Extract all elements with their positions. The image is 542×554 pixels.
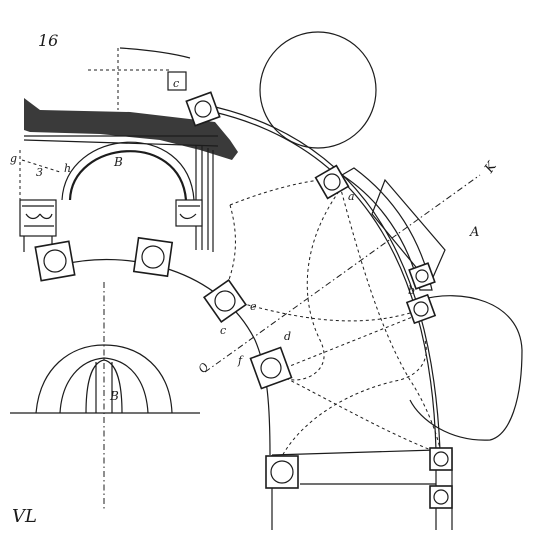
axis-OK xyxy=(204,174,481,373)
signature-mark: VL xyxy=(12,506,37,527)
arch-curve xyxy=(68,150,188,201)
pier xyxy=(408,262,436,290)
right-capital xyxy=(175,199,203,227)
pier xyxy=(314,164,350,200)
label-d: d xyxy=(284,330,291,343)
label-c-left: c xyxy=(220,324,226,337)
pier xyxy=(185,91,221,127)
label-B-arch: B xyxy=(113,155,123,169)
pier xyxy=(429,485,453,509)
label-b: b xyxy=(408,284,415,297)
figure-number: 16 xyxy=(38,31,58,50)
label-O: O xyxy=(196,360,212,375)
dashed-ribs xyxy=(219,177,441,461)
pier xyxy=(249,346,293,390)
piers xyxy=(34,91,453,509)
pier xyxy=(34,240,76,282)
label-f: f xyxy=(237,354,244,367)
arch-elevation xyxy=(19,47,238,252)
label-K: K xyxy=(481,158,500,176)
label-3: 3 xyxy=(36,166,43,179)
band-ab xyxy=(340,167,433,291)
label-h: h xyxy=(64,162,71,175)
dome-section xyxy=(10,344,200,414)
dome-circle-top xyxy=(259,31,377,149)
label-g: g xyxy=(10,152,17,165)
label-A: A xyxy=(469,225,479,240)
pier xyxy=(132,236,174,278)
pier xyxy=(265,455,299,489)
label-a: a xyxy=(348,190,355,203)
label-c-top: c xyxy=(173,77,179,90)
label-e: e xyxy=(250,300,257,313)
pier xyxy=(405,293,437,325)
rect-A xyxy=(371,178,446,286)
label-B-dome: B xyxy=(109,389,119,403)
pier xyxy=(429,447,453,471)
dome-circle-right xyxy=(409,295,523,441)
pier xyxy=(202,278,248,324)
